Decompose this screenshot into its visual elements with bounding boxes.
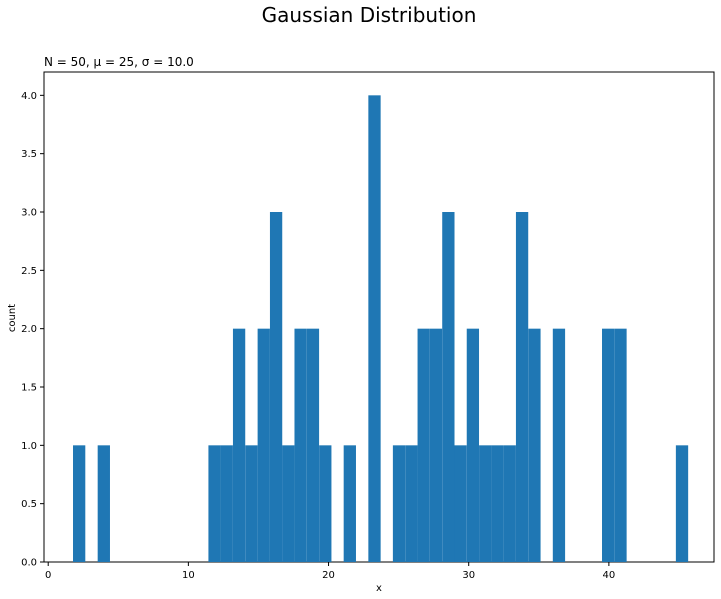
bars-group [73,95,689,562]
histogram-bar [257,328,270,562]
histogram-bar [208,445,221,562]
histogram-bar [319,445,332,562]
y-tick-label: 2.0 [21,324,37,335]
histogram-bar [528,328,541,562]
histogram-bar [73,445,86,562]
y-tick-label: 1.5 [21,383,37,394]
histogram-bar [392,445,406,562]
y-tick-label: 3.5 [21,149,37,160]
x-tick-label: 40 [603,570,616,581]
histogram-bar [491,445,504,562]
x-tick-label: 0 [45,570,51,581]
histogram-bar [269,212,283,562]
histogram-bar [220,445,233,562]
y-axis: 0.0 0.5 1.0 1.5 2.0 2.5 3.0 3.5 4.0 [21,91,44,569]
histogram-bar [675,445,689,562]
y-tick-label: 0.0 [21,558,37,569]
x-tick-label: 30 [462,570,475,581]
histogram-bar [479,445,492,562]
chart-subtitle: N = 50, μ = 25, σ = 10.0 [44,55,194,69]
histogram-bar [503,445,516,562]
histogram-bar [405,445,418,562]
figure-title: Gaussian Distribution [262,3,477,27]
y-axis-label: count [7,304,18,332]
histogram-bar [515,212,529,562]
histogram-bar [602,328,615,562]
y-tick-label: 1.0 [21,441,37,452]
x-tick-label: 20 [322,570,335,581]
y-tick-label: 4.0 [21,91,37,102]
histogram-bar [417,328,430,562]
histogram-bar [614,328,627,562]
y-tick-label: 2.5 [21,266,37,277]
histogram-bar [294,328,307,562]
histogram-bar [368,95,381,562]
x-tick-label: 10 [182,570,195,581]
y-tick-label: 0.5 [21,499,37,510]
x-axis-label: x [376,583,382,594]
histogram-bar [282,445,295,562]
y-tick-label: 3.0 [21,208,37,219]
histogram-bar [232,328,246,562]
histogram-bar [245,445,258,562]
histogram-bar [343,445,356,562]
x-axis: 0 10 20 30 40 [45,562,615,581]
histogram-bar [454,445,467,562]
histogram-bar [97,445,110,562]
histogram-bar [442,212,455,562]
histogram-bar [429,328,443,562]
histogram-bar [306,328,320,562]
histogram-bar [466,328,480,562]
histogram-bar [552,328,566,562]
